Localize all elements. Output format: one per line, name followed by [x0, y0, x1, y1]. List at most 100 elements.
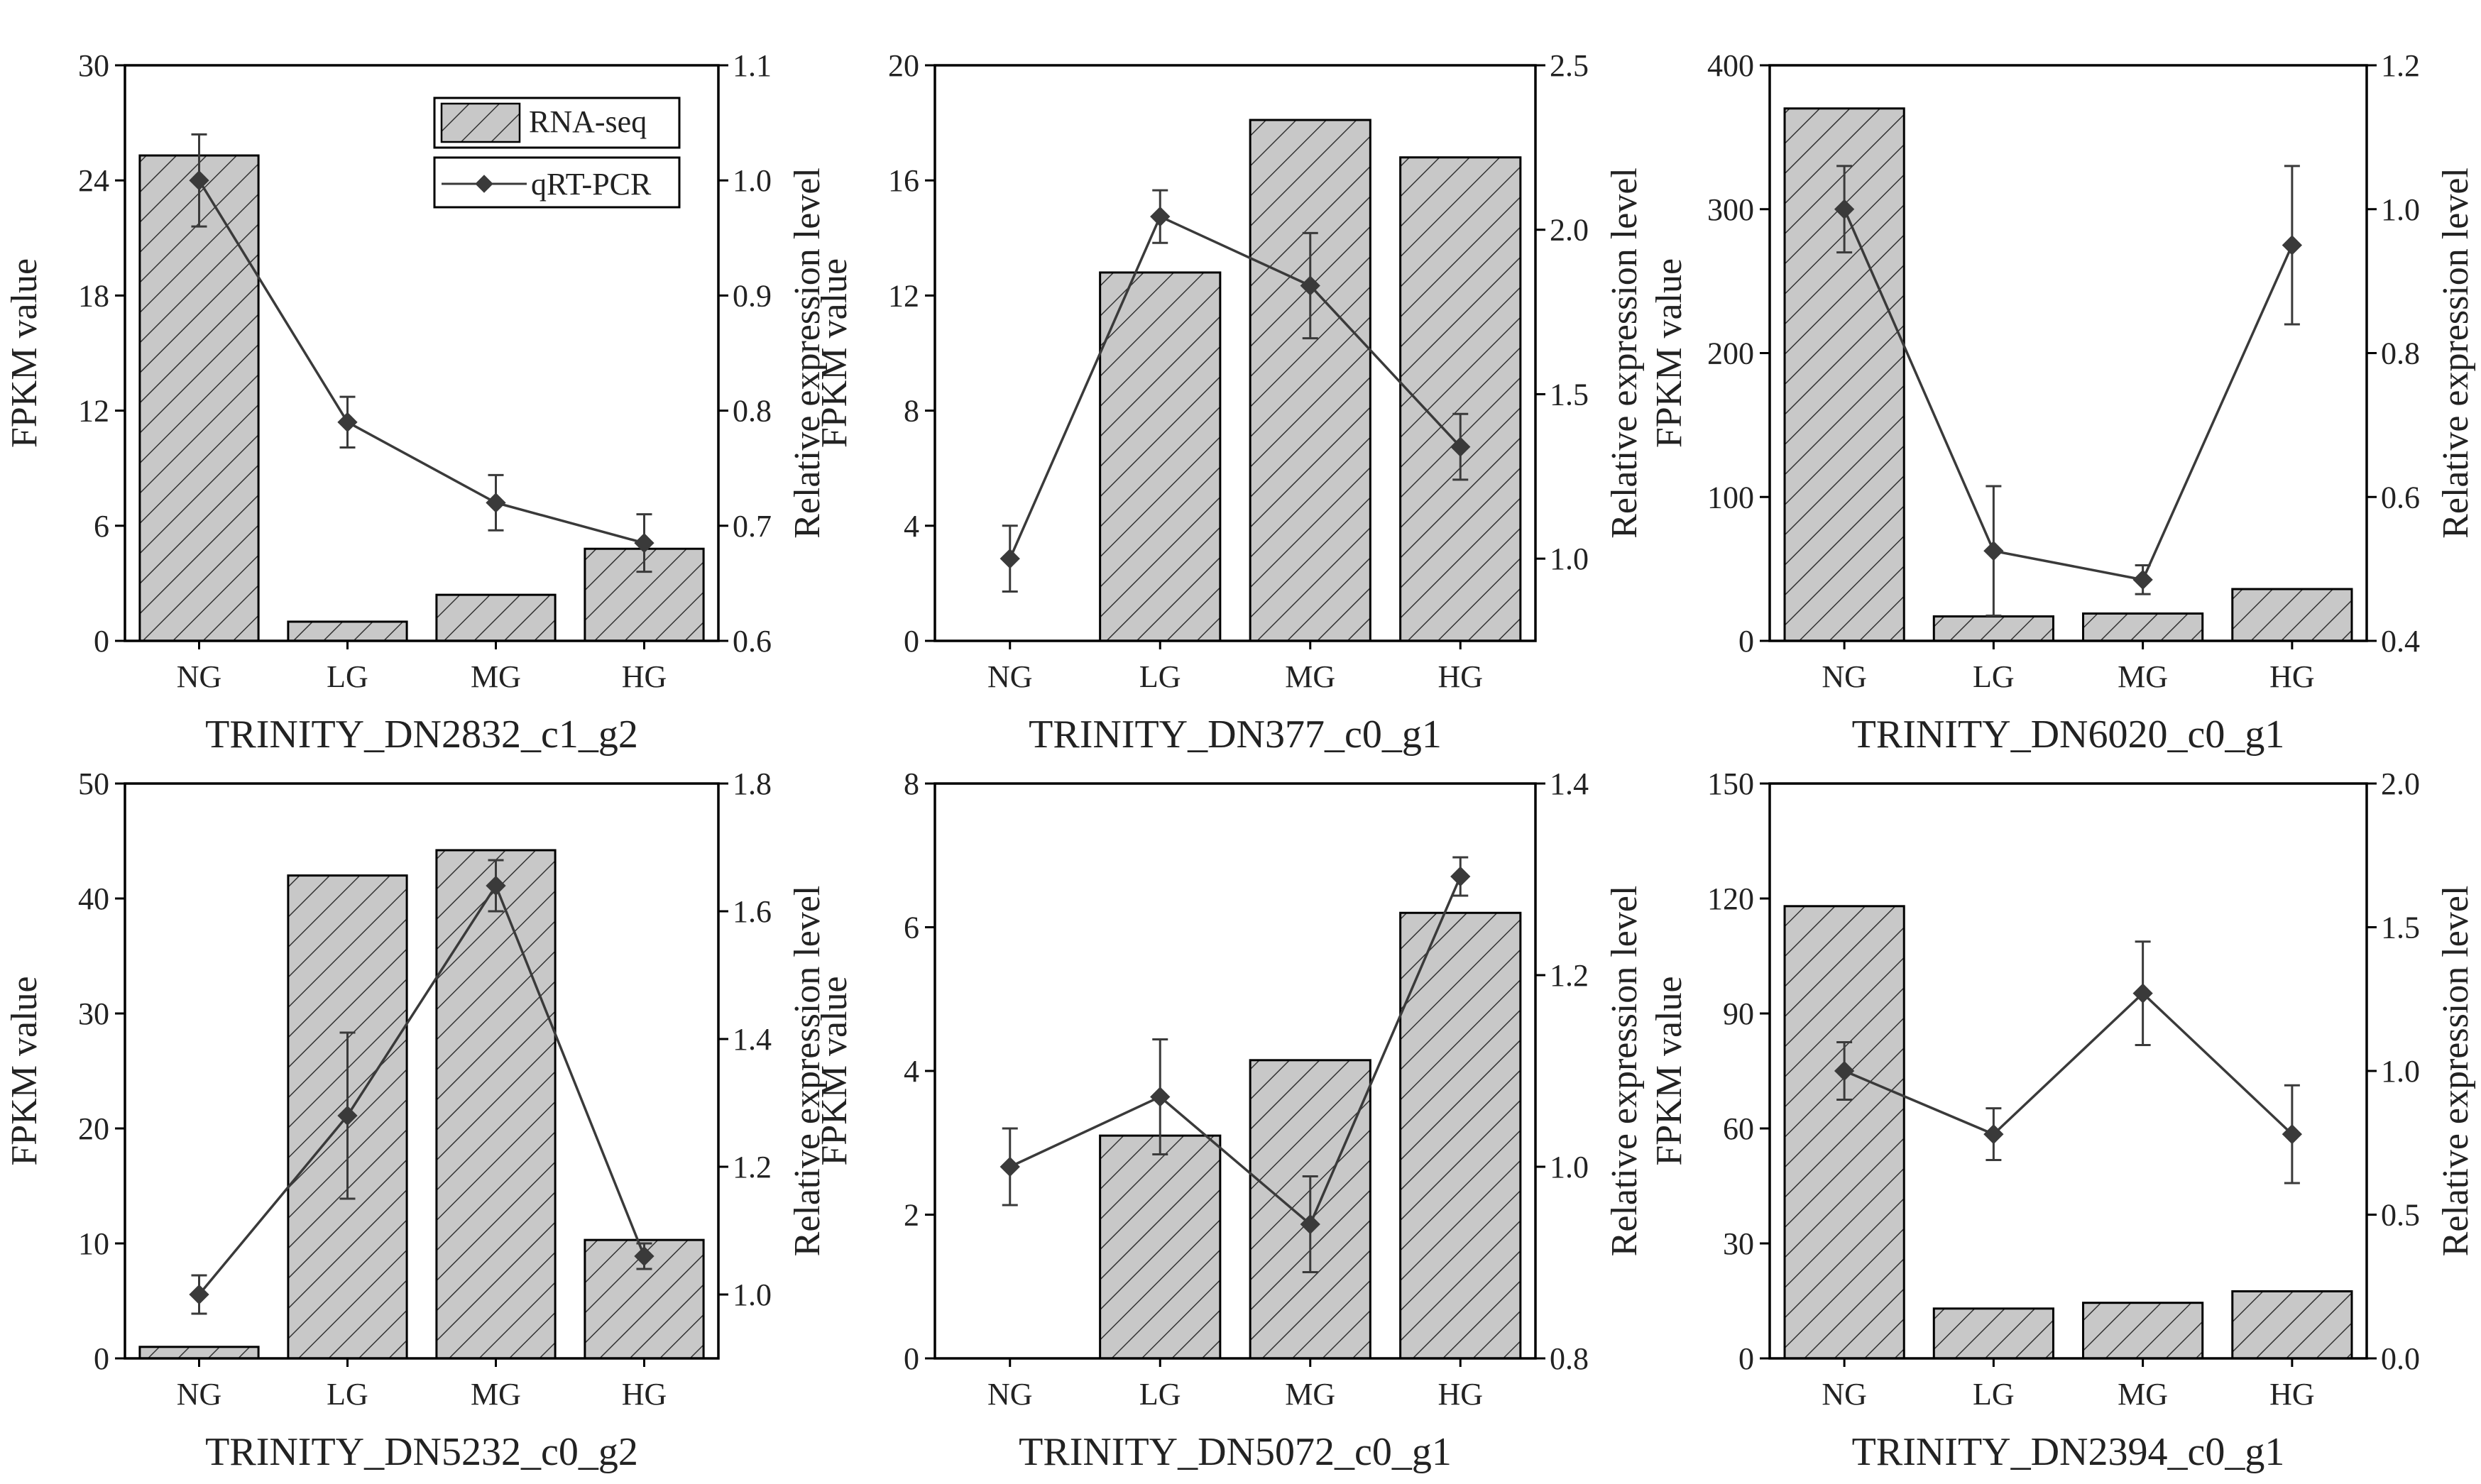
y2-tick-label: 1.6 [733, 894, 772, 929]
panel-dn5232: 0 10 20 30 40 50 1.0 1.2 1.4 1.6 1.8 NG LG MG HG FPKM v… [4, 766, 828, 1474]
y2-tick-label: 1.0 [1550, 1150, 1589, 1185]
bar-hg [2231, 1290, 2353, 1360]
bar-ng [1783, 905, 1905, 1360]
y2-tick-label: 0.6 [733, 624, 772, 659]
x-tick-label-mg: MG [1285, 659, 1335, 694]
qrt-pcr-point-ng [189, 1284, 209, 1305]
y2-axis-title: Relative expression level [2436, 167, 2476, 539]
y-tick-label: 30 [78, 996, 109, 1031]
x-tick-label-mg: MG [2118, 659, 2168, 694]
x-tick-label-ng: NG [987, 1377, 1033, 1412]
y-tick-label: 0 [1738, 1341, 1754, 1376]
y-axis-title: FPKM value [814, 258, 855, 448]
panel-title: TRINITY_DN2832_c1_g2 [205, 713, 638, 757]
y-axis-title: FPKM value [4, 976, 45, 1165]
bar-hg [1399, 156, 1522, 642]
y-tick-label: 12 [888, 278, 919, 313]
plot-frame [124, 64, 720, 642]
y-tick-label: 30 [78, 48, 109, 83]
bar-ng [138, 1346, 260, 1360]
y-tick-label: 24 [78, 163, 109, 198]
y2-tick-label: 1.4 [1550, 766, 1589, 801]
y2-tick-label: 0.9 [733, 278, 772, 313]
y-tick-label: 6 [904, 911, 919, 945]
y2-tick-label: 1.0 [733, 163, 772, 198]
x-tick-label-ng: NG [177, 1377, 222, 1412]
y2-tick-label: 2.0 [2381, 766, 2420, 801]
qrt-pcr-point-lg [337, 412, 358, 432]
y-tick-label: 0 [904, 1341, 919, 1376]
y-tick-label: 100 [1707, 480, 1754, 515]
y-tick-label: 0 [94, 1341, 109, 1376]
x-tick-label-lg: LG [327, 659, 368, 694]
y2-tick-label: 2.0 [1550, 213, 1589, 248]
qrt-pcr-point-lg [1150, 1087, 1171, 1107]
y2-tick-label: 1.2 [733, 1150, 772, 1185]
y-tick-label: 90 [1723, 996, 1754, 1031]
panel-title: TRINITY_DN2394_c0_g1 [1852, 1430, 2285, 1474]
legend-line-box [433, 156, 681, 209]
legend-bar-swatch [440, 102, 521, 143]
x-tick-label-mg: MG [471, 659, 521, 694]
y-tick-label: 400 [1707, 48, 1754, 83]
y-tick-label: 20 [888, 48, 919, 83]
y-tick-label: 10 [78, 1226, 109, 1261]
y-tick-label: 300 [1707, 192, 1754, 227]
x-tick-label-lg: LG [1139, 659, 1181, 694]
y-tick-label: 18 [78, 278, 109, 313]
x-tick-label-ng: NG [1822, 659, 1867, 694]
y2-tick-label: 1.1 [733, 48, 772, 83]
qrt-pcr-line [198, 883, 646, 1296]
y-tick-label: 6 [94, 509, 109, 544]
y2-tick-label: 1.5 [1550, 377, 1589, 412]
y-tick-label: 150 [1707, 766, 1754, 801]
y2-axis-title: Relative expression level [787, 167, 828, 539]
bar-mg [435, 849, 557, 1360]
y2-tick-label: 0.8 [1550, 1341, 1589, 1376]
y-tick-label: 4 [904, 509, 919, 544]
qrt-pcr-point-hg [634, 532, 655, 554]
plot-frame [933, 64, 1537, 642]
y2-tick-label: 1.8 [733, 766, 772, 801]
x-tick-label-hg: HG [1437, 659, 1483, 694]
y2-tick-label: 0.0 [2381, 1341, 2420, 1376]
y-axis-title: FPKM value [1649, 258, 1689, 448]
y-tick-label: 0 [904, 624, 919, 659]
x-tick-label-mg: MG [471, 1377, 521, 1412]
bar-lg [1099, 271, 1222, 642]
y-tick-label: 60 [1723, 1111, 1754, 1146]
y2-tick-label: 0.5 [2381, 1198, 2420, 1233]
panel-dn2832: 0 6 12 18 24 30 0.6 0.7 0.8 0.9 1.0 1.1 NG LG MG HG FPKM… [4, 48, 828, 757]
y2-tick-label: 1.0 [1550, 542, 1589, 576]
qrt-pcr-point-hg [1450, 436, 1471, 457]
qrt-pcr-line [1009, 876, 1462, 1226]
panel-title: TRINITY_DN377_c0_g1 [1029, 713, 1442, 757]
x-tick-label-ng: NG [1822, 1377, 1867, 1412]
panel-title: TRINITY_DN5072_c0_g1 [1019, 1430, 1452, 1474]
y2-axis-title: Relative expression level [2436, 886, 2476, 1257]
qrt-pcr-point-ng [1834, 199, 1855, 219]
x-tick-label-lg: LG [1139, 1377, 1181, 1412]
qrt-pcr-point-hg [1450, 866, 1471, 887]
y2-axis-title: Relative expression level [1604, 886, 1645, 1257]
x-tick-label-lg: LG [1973, 659, 2015, 694]
qrt-pcr-point-lg [1983, 541, 2004, 561]
y-tick-label: 0 [94, 624, 109, 659]
bar-hg [2231, 588, 2353, 642]
panel-dn377: 0 4 8 12 16 20 1.0 1.5 2.0 2.5 NG LG MG HG FPKM value R… [814, 48, 1645, 757]
y-tick-label: 50 [78, 766, 109, 801]
bar-mg [1249, 119, 1371, 642]
y2-tick-label: 1.0 [2381, 1054, 2420, 1089]
y-tick-label: 0 [1738, 624, 1754, 659]
y2-tick-label: 0.8 [2381, 336, 2420, 371]
x-tick-label-hg: HG [622, 659, 667, 694]
qrt-pcr-point-hg [2282, 235, 2303, 255]
x-tick-label-hg: HG [2269, 1377, 2315, 1412]
qrt-pcr-line [1009, 214, 1462, 559]
bar-lg [1932, 615, 2054, 642]
qrt-pcr-point-lg [337, 1105, 358, 1126]
y-tick-label: 40 [78, 881, 109, 916]
y-axis-title: FPKM value [4, 258, 45, 448]
qrt-pcr-point-mg [1300, 1214, 1320, 1235]
